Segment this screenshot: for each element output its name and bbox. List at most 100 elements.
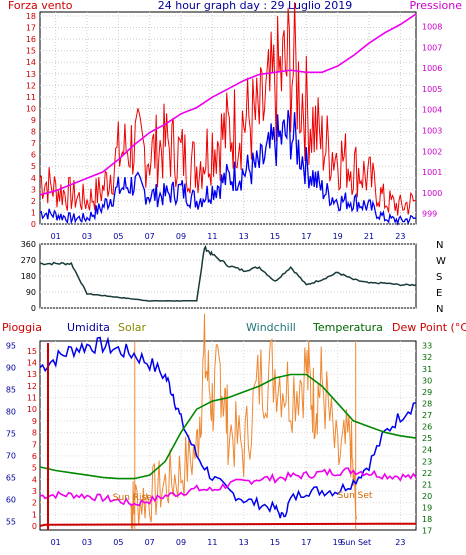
rain-tick-label: 2 [32, 499, 37, 508]
temperature-tick-label: 18 [422, 515, 432, 524]
rain-line [39, 522, 417, 527]
humidity-line [39, 336, 417, 519]
solar-line [130, 313, 357, 529]
pressure-tick-label: 1002 [422, 147, 442, 156]
hour-tick-label: 03 [82, 538, 92, 547]
hour-tick-label: 17 [301, 538, 311, 547]
wind-force-label: Forza vento [8, 0, 73, 12]
humidity-tick-label: 70 [6, 452, 16, 461]
wind-tick-label: 0 [31, 220, 36, 229]
temperature-tick-label: 29 [422, 388, 432, 397]
rain-tick-label: 13 [27, 370, 37, 379]
pressure-line [39, 13, 417, 196]
compass-tick-label: S [436, 272, 442, 283]
degree-tick-label: 90 [26, 288, 36, 297]
degree-tick-label: 180 [21, 272, 36, 281]
rain-tick-label: 9 [32, 417, 37, 426]
wind-pressure-series [39, 2, 417, 227]
rain-tick-label: 14 [27, 359, 37, 368]
hour-tick-label: 21 [364, 232, 374, 241]
wind-average-line [39, 110, 417, 227]
rain-tick-label: 5 [32, 464, 37, 473]
temperature-tick-label: 25 [422, 434, 432, 443]
compass-tick-label: N [436, 240, 443, 251]
wind-direction-frame [39, 243, 417, 309]
humidity-temperature-series [39, 313, 417, 530]
wind-tick-label: 18 [26, 12, 36, 21]
compass-tick-label: N [436, 304, 443, 315]
temperature-tick-label: 24 [422, 446, 432, 455]
humidity-tick-labels: 55 60 65 70 75 80 85 90 95 [6, 341, 16, 526]
humidity-tick-label: 60 [6, 496, 16, 505]
rain-tick-label: 6 [32, 452, 37, 461]
rain-tick-label: 4 [32, 475, 37, 484]
hour-tick-labels: 01 03 05 07 09 11 13 15 17 19 21 23 [51, 232, 406, 241]
hour-tick-label: 01 [51, 538, 61, 547]
wind-tick-label: 9 [31, 116, 36, 125]
wind-tick-label: 10 [26, 104, 36, 113]
wind-tick-label: 7 [31, 139, 36, 148]
pressure-tick-label: 999 [422, 210, 437, 219]
hour-tick-label: 13 [239, 232, 249, 241]
temperature-tick-label: 33 [422, 342, 432, 351]
pressure-tick-label: 1006 [422, 64, 442, 73]
compass-tick-label: W [436, 256, 446, 267]
hour-tick-label: 05 [113, 232, 123, 241]
wind-tick-label: 5 [31, 162, 36, 171]
wind-tick-label: 11 [26, 93, 36, 102]
hour-tick-label: Sun Set [340, 538, 371, 547]
hour-tick-label: 07 [145, 232, 155, 241]
rain-label: Pioggia [2, 321, 42, 334]
hour-tick-label: 15 [270, 232, 280, 241]
hour-tick-label: 15 [270, 538, 280, 547]
dewpoint-label: Dew Point (°C) [392, 321, 466, 334]
wind-pressure-grid [40, 12, 416, 225]
temperature-tick-label: 27 [422, 411, 432, 420]
wind-direction-series [39, 244, 417, 302]
pressure-label: Pressione [410, 0, 463, 12]
wind-tick-label: 16 [26, 35, 36, 44]
hour-tick-label: 03 [82, 232, 92, 241]
rain-tick-label: 7 [32, 440, 37, 449]
sunrise-annotation: Sun Rise [113, 493, 152, 503]
wind-tick-label: 12 [26, 81, 36, 90]
hour-tick-label: 23 [395, 232, 405, 241]
pressure-tick-label: 1005 [422, 85, 442, 94]
hour-tick-label: 01 [51, 232, 61, 241]
pressure-tick-label: 1003 [422, 126, 442, 135]
humidity-tick-label: 90 [6, 363, 16, 372]
temperature-tick-label: 19 [422, 504, 432, 513]
wind-tick-label: 13 [26, 70, 36, 79]
pressure-tick-label: 1000 [422, 189, 442, 198]
hour-tick-label: 23 [395, 538, 405, 547]
hour-tick-label: 13 [239, 538, 249, 547]
wind-gust-line [39, 2, 417, 216]
pressure-tick-label: 1004 [422, 106, 442, 115]
temperature-tick-label: 30 [422, 376, 432, 385]
rain-tick-label: 1 [32, 510, 37, 519]
hour-tick-label: 11 [207, 232, 217, 241]
wind-tick-label: 17 [26, 24, 36, 33]
wind-tick-label: 3 [31, 185, 36, 194]
rain-tick-label: 8 [32, 429, 37, 438]
temperature-tick-label: 28 [422, 399, 432, 408]
dewpoint-line [39, 467, 417, 507]
rain-tick-label: 0 [32, 522, 37, 531]
temperature-tick-label: 26 [422, 423, 432, 432]
temperature-tick-label: 17 [422, 527, 432, 536]
rain-tick-label: 10 [27, 405, 37, 414]
temperature-label: Temperatura [312, 321, 383, 334]
humidity-tick-label: 80 [6, 407, 16, 416]
hour-tick-label: 09 [176, 232, 186, 241]
temperature-tick-label: 31 [422, 365, 432, 374]
rain-tick-label: 15 [27, 347, 37, 356]
graph-title: 24 hour graph day : 29 Luglio 2019 [158, 0, 353, 12]
humidity-tick-label: 75 [6, 430, 16, 439]
hour-tick-label: 07 [145, 538, 155, 547]
